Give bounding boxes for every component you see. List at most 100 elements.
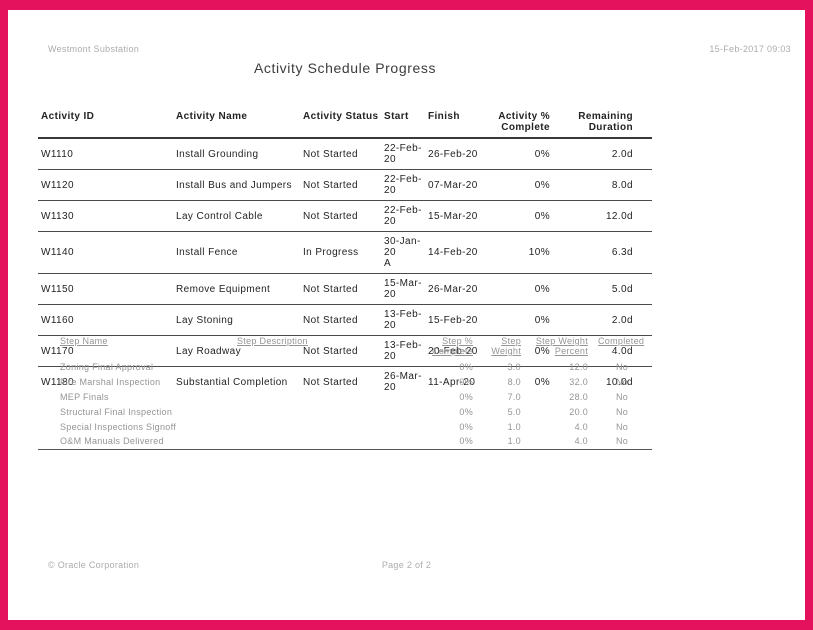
column-header-step-description: Step Description bbox=[237, 336, 308, 346]
cell-step-name: Special Inspections Signoff bbox=[60, 421, 177, 432]
cell-pct-complete: 10% bbox=[485, 231, 553, 274]
cell-step-completed: No bbox=[615, 376, 629, 387]
cell-finish: 11-Apr-20 bbox=[428, 376, 476, 388]
table-row: W1140 Install Fence In Progress 30-Jan-2… bbox=[38, 231, 652, 274]
cell-activity-status: Not Started bbox=[300, 169, 381, 201]
cell-activity-name: Lay Stoning bbox=[173, 304, 300, 336]
cell-activity-name: Lay Control Cable bbox=[173, 200, 300, 232]
activity-table-header-row: Activity ID Activity Name Activity Statu… bbox=[38, 109, 652, 139]
column-header-start: Start bbox=[381, 109, 425, 139]
cell-step-description bbox=[237, 374, 400, 389]
cell-step-completed: No bbox=[615, 406, 629, 417]
cell-step-weight-percent: 12.0 bbox=[569, 361, 588, 372]
cell-activity-name: Lay Roadway bbox=[173, 335, 300, 367]
cell-activity-status: Not Started bbox=[300, 138, 381, 170]
table-row: W1170 Lay Roadway Not Started 13-Feb-20 … bbox=[38, 335, 652, 367]
step-row: Special Inspections Signoff 0% 1.0 4.0 N… bbox=[38, 419, 652, 434]
cell-step-name: Structural Final Inspection bbox=[60, 406, 173, 417]
cell-activity-id: W1160 bbox=[38, 304, 173, 336]
cell-start: 30-Jan-20 A bbox=[381, 231, 425, 274]
cell-step-description bbox=[237, 404, 400, 419]
cell-step-pct: 0% bbox=[459, 436, 473, 447]
cell-finish: 15-Mar-20 bbox=[425, 200, 485, 232]
cell-step-pct: 0% bbox=[459, 361, 473, 372]
cell-step-weight: 8.0 bbox=[507, 376, 521, 387]
cell-start: 26-Mar-20 bbox=[384, 371, 422, 393]
cell-step-weight: 3.0 bbox=[507, 361, 521, 372]
cell-remaining-duration: 4.0d bbox=[553, 335, 652, 367]
column-header-step-weight-percent: Step Weight Percent bbox=[535, 336, 588, 356]
column-header-step-weight: Step Weight bbox=[491, 336, 521, 356]
cell-finish: 26-Feb-20 bbox=[425, 138, 485, 170]
cell-step-weight: 7.0 bbox=[507, 391, 521, 402]
column-header-activity-name: Activity Name bbox=[173, 109, 300, 139]
cell-remaining-duration: 6.3d bbox=[553, 231, 652, 274]
table-row: W1120 Install Bus and Jumpers Not Starte… bbox=[38, 169, 652, 201]
cell-step-weight: 1.0 bbox=[507, 421, 521, 432]
cell-activity-status: Not Started bbox=[300, 335, 381, 367]
steps-table: Step Name Step Description Step % Comple… bbox=[38, 334, 652, 450]
cell-activity-status: Not Started bbox=[300, 273, 381, 305]
cell-finish: 26-Mar-20 bbox=[425, 273, 485, 305]
cell-activity-status: Not Started bbox=[303, 376, 358, 388]
column-header-finish: Finish bbox=[425, 109, 485, 139]
cell-step-pct: 0% bbox=[459, 421, 473, 432]
cell-activity-id: W1110 bbox=[38, 138, 173, 170]
cell-activity-status: In Progress bbox=[300, 231, 381, 274]
cell-step-pct: 0% bbox=[459, 406, 473, 417]
cell-activity-name: Install Bus and Jumpers bbox=[173, 169, 300, 201]
cell-remaining-duration: 8.0d bbox=[553, 169, 652, 201]
cell-finish: 07-Mar-20 bbox=[425, 169, 485, 201]
cell-activity-id: W1130 bbox=[38, 200, 173, 232]
cell-activity-name: Remove Equipment bbox=[173, 273, 300, 305]
table-row: W1150 Remove Equipment Not Started 15-Ma… bbox=[38, 273, 652, 305]
cell-step-pct: 0% bbox=[459, 376, 473, 387]
cell-start: 15-Mar-20 bbox=[381, 273, 425, 305]
cell-remaining-duration: 2.0d bbox=[553, 138, 652, 170]
cell-step-completed: No bbox=[615, 361, 629, 372]
cell-step-description bbox=[237, 419, 400, 434]
cell-activity-id: W1140 bbox=[38, 231, 173, 274]
cell-activity-id: W1170 bbox=[38, 335, 173, 367]
steps-header-row: Step Name Step Description Step % Comple… bbox=[38, 334, 652, 359]
cell-pct-complete: 0% bbox=[485, 335, 553, 367]
cell-activity-name: Substantial Completion bbox=[176, 376, 288, 388]
column-header-activity-pct-complete: Activity % Complete bbox=[485, 109, 553, 139]
cell-start: 13-Feb-20 bbox=[381, 335, 425, 367]
cell-step-weight-percent: 4.0 bbox=[574, 421, 588, 432]
cell-start: 22-Feb-20 bbox=[381, 138, 425, 170]
table-row: W1160 Lay Stoning Not Started 13-Feb-20 … bbox=[38, 304, 652, 336]
table-row: W1180 Substantial Completion Not Started… bbox=[38, 367, 652, 398]
step-row: O&M Manuals Delivered 0% 1.0 4.0 No bbox=[38, 434, 652, 449]
cell-pct-complete: 0% bbox=[485, 273, 553, 305]
cell-step-name: O&M Manuals Delivered bbox=[60, 436, 164, 447]
cell-finish: 14-Feb-20 bbox=[425, 231, 485, 274]
cell-start: 22-Feb-20 bbox=[381, 169, 425, 201]
cell-activity-name: Install Fence bbox=[173, 231, 300, 274]
cell-step-weight-percent: 4.0 bbox=[574, 436, 588, 447]
cell-step-description bbox=[237, 434, 400, 449]
cell-activity-name: Install Grounding bbox=[173, 138, 300, 170]
cell-pct-complete: 0% bbox=[485, 200, 553, 232]
cell-start: 13-Feb-20 bbox=[381, 304, 425, 336]
cell-step-name: Fire Marshal Inspection bbox=[60, 376, 161, 387]
column-header-completed: Completed bbox=[598, 336, 645, 346]
cell-step-description bbox=[237, 389, 400, 404]
step-row: Zoning Final Approval 0% 3.0 12.0 No bbox=[38, 359, 652, 374]
cell-remaining-duration: 10.0d bbox=[605, 376, 633, 388]
project-name: Westmont Substation bbox=[48, 44, 140, 54]
cell-activity-id: W1180 bbox=[41, 376, 74, 388]
cell-pct-complete: 0% bbox=[485, 304, 553, 336]
cell-step-weight: 1.0 bbox=[507, 436, 521, 447]
cell-pct-complete: 0% bbox=[485, 138, 553, 170]
footer-copyright: © Oracle Corporation bbox=[48, 560, 140, 570]
column-header-step-name: Step Name bbox=[60, 336, 108, 346]
cell-activity-status: Not Started bbox=[300, 304, 381, 336]
cell-finish: 15-Feb-20 bbox=[425, 304, 485, 336]
activity-table: Activity ID Activity Name Activity Statu… bbox=[38, 109, 652, 397]
cell-activity-status: Not Started bbox=[300, 200, 381, 232]
column-header-remaining-duration: Remaining Duration bbox=[553, 109, 652, 139]
cell-pct-complete: 0% bbox=[534, 376, 550, 388]
cell-step-name: MEP Finals bbox=[60, 391, 109, 402]
